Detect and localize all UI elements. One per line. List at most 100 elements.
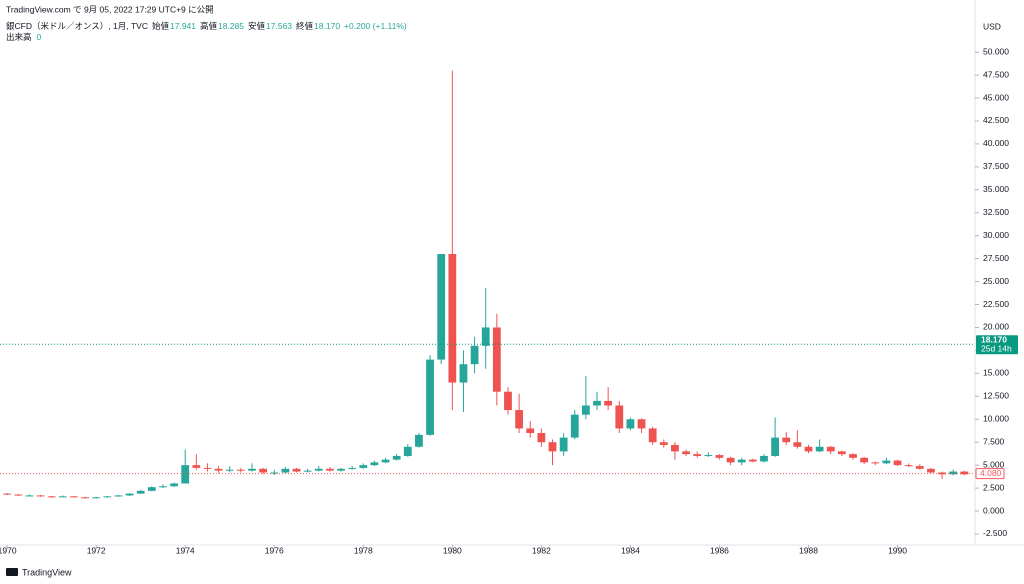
y-tick-label: 5.000 (983, 459, 1005, 469)
legend: 銀CFD（米ドル／オンス）, 1月, TVC 始値17.941 高値18.285 安値… (6, 21, 407, 31)
legend-value: 17.563 (266, 21, 292, 31)
candle-body (915, 466, 924, 469)
candle-body (270, 472, 279, 474)
legend-value: 18.285 (218, 21, 244, 31)
candle-body (826, 446, 835, 452)
candle-body (737, 459, 746, 463)
legend-label: 終値 (296, 21, 314, 31)
candle-body (448, 254, 457, 383)
published: TradingView.com で 9月 05, 2022 17:29 UTC+… (6, 4, 214, 14)
y-tick-label: 37.500 (983, 161, 1009, 171)
candle-body (47, 496, 56, 498)
candle-body (570, 414, 579, 438)
price-tag (976, 335, 1018, 355)
candle-body (203, 467, 212, 469)
symbol: 銀CFD（米ドル／オンス）, 1月, TVC (6, 21, 148, 31)
candle-body (348, 467, 357, 469)
legend-label: 始値 (152, 21, 170, 31)
candle-body (326, 468, 334, 471)
candle-body (147, 487, 156, 491)
candle-body (693, 454, 702, 456)
candle-body (492, 327, 501, 392)
candle-body (426, 359, 434, 435)
candle-body (793, 442, 802, 447)
x-tick-label: 1986 (710, 545, 729, 555)
candle-body (904, 465, 913, 467)
x-tick-label: 1970 (0, 545, 17, 555)
candle-body (849, 454, 857, 458)
candle-body (392, 455, 401, 460)
candle-body (537, 433, 546, 443)
candle-body (125, 493, 134, 496)
candle-body (481, 327, 490, 346)
x-tick-label: 1972 (87, 545, 106, 555)
y-tick-label: 25.000 (983, 276, 1009, 286)
candle-body (515, 410, 524, 429)
y-tick-label: 20.000 (983, 322, 1009, 332)
y-tick-label: 12.500 (983, 391, 1009, 401)
x-tick-label: 1990 (888, 545, 907, 555)
candle-body (70, 496, 78, 498)
volume: 出来高 0 (6, 32, 42, 42)
candle-body (36, 495, 45, 497)
candle-body (871, 462, 880, 464)
candle-body (604, 400, 613, 406)
x-tick-label: 1974 (176, 545, 195, 555)
legend-label: 高値 (200, 21, 218, 31)
candle-body (726, 457, 735, 463)
candle-body (248, 468, 256, 471)
candle-body (671, 444, 679, 452)
y-tick-label: 10.000 (983, 414, 1009, 424)
candle-body (615, 405, 624, 429)
candle-body (236, 469, 245, 471)
currency: USD (983, 21, 1001, 31)
candle-body (292, 468, 301, 472)
candle-body (949, 471, 958, 475)
candle-body (3, 493, 12, 495)
x-tick-label: 1978 (354, 545, 373, 555)
candle-body (415, 434, 423, 447)
candle-body (14, 494, 23, 496)
candle-body (370, 462, 379, 466)
candle-body (281, 468, 290, 473)
logo-icon (6, 568, 18, 576)
candle-body (437, 254, 446, 360)
y-tick-label: 30.000 (983, 230, 1009, 240)
x-tick-label: 1976 (265, 545, 284, 555)
candle-body (192, 465, 201, 468)
y-tick-label: 42.500 (983, 115, 1009, 125)
candle-body (637, 419, 646, 429)
candle-body (81, 497, 89, 499)
candle-body (682, 451, 690, 455)
candle-body (359, 465, 368, 468)
candle-body (771, 437, 779, 456)
candle-body (470, 345, 479, 365)
candle-body (259, 468, 268, 473)
candle-body (136, 490, 145, 494)
candle-body (58, 496, 67, 498)
x-tick-label: 1984 (621, 545, 640, 555)
y-tick-label: 27.500 (983, 253, 1009, 263)
candle-body (303, 470, 312, 472)
candle-body (626, 419, 635, 429)
candle-body (648, 428, 657, 443)
y-tick-label: 45.000 (983, 92, 1009, 102)
volume-value: 0 (37, 32, 42, 42)
candle-body (548, 442, 557, 452)
y-tick-label: -2.500 (983, 528, 1007, 538)
candle-body (704, 455, 713, 457)
candle-body (748, 459, 757, 462)
candle-body (403, 446, 412, 456)
y-tick-label: 35.000 (983, 184, 1009, 194)
price-tag (975, 468, 1005, 480)
price-tag-label: 18.170 (981, 335, 1007, 345)
candle-body (159, 486, 167, 488)
candle-body (804, 446, 813, 452)
volume-label: 出来高 (6, 32, 32, 42)
candle-body (92, 497, 101, 499)
price-tag-label: 4.080 (980, 468, 1002, 478)
candle-body (927, 468, 935, 473)
legend-label: 安値 (248, 21, 266, 31)
candle-body (25, 495, 34, 497)
candle-body (815, 446, 824, 452)
